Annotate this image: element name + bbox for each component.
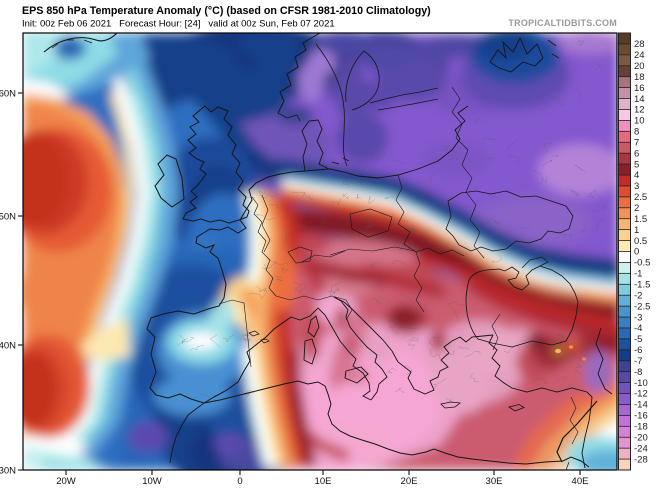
svg-text:-16: -16 <box>634 411 648 422</box>
svg-text:20W: 20W <box>56 476 76 487</box>
svg-text:Init: 00z Feb 06 2021 Foreca: Init: 00z Feb 06 2021 Forecast Hour: [24… <box>22 19 335 30</box>
svg-text:0: 0 <box>634 247 639 258</box>
svg-text:1.5: 1.5 <box>634 214 647 225</box>
svg-text:-20: -20 <box>634 432 648 443</box>
svg-text:20E: 20E <box>401 476 418 487</box>
svg-text:10W: 10W <box>142 476 162 487</box>
svg-text:12: 12 <box>634 105 645 116</box>
svg-text:60N: 60N <box>0 89 16 100</box>
svg-text:-4: -4 <box>634 323 642 334</box>
svg-text:-0.5: -0.5 <box>634 258 650 269</box>
svg-text:7: 7 <box>634 137 639 148</box>
svg-text:-7: -7 <box>634 356 642 367</box>
svg-text:-28: -28 <box>634 454 648 465</box>
svg-text:0: 0 <box>237 476 242 487</box>
svg-text:10: 10 <box>634 116 645 127</box>
svg-text:-10: -10 <box>634 378 648 389</box>
svg-text:40E: 40E <box>572 476 589 487</box>
svg-text:16: 16 <box>634 83 645 94</box>
svg-text:-8: -8 <box>634 367 642 378</box>
svg-text:-3: -3 <box>634 312 642 323</box>
svg-text:2: 2 <box>634 203 639 214</box>
svg-text:-1: -1 <box>634 269 642 280</box>
svg-text:10E: 10E <box>315 476 332 487</box>
svg-text:0.5: 0.5 <box>634 236 647 247</box>
svg-text:50N: 50N <box>0 212 16 223</box>
svg-text:14: 14 <box>634 94 645 105</box>
svg-text:20: 20 <box>634 61 645 72</box>
svg-text:-18: -18 <box>634 422 648 433</box>
svg-text:-24: -24 <box>634 443 648 454</box>
svg-text:-5: -5 <box>634 334 642 345</box>
svg-text:TROPICALTIDBITS.COM: TROPICALTIDBITS.COM <box>508 18 617 28</box>
svg-text:2.5: 2.5 <box>634 192 647 203</box>
svg-text:-6: -6 <box>634 345 642 356</box>
svg-text:-2: -2 <box>634 290 642 301</box>
svg-text:EPS 850 hPa Temperature Anomal: EPS 850 hPa Temperature Anomaly (°C) (ba… <box>22 5 431 17</box>
svg-text:-14: -14 <box>634 400 648 411</box>
svg-text:-12: -12 <box>634 389 648 400</box>
svg-text:30E: 30E <box>486 476 503 487</box>
svg-text:8: 8 <box>634 127 639 138</box>
svg-text:5: 5 <box>634 159 639 170</box>
svg-text:40N: 40N <box>0 341 16 352</box>
svg-text:-2.5: -2.5 <box>634 301 650 312</box>
svg-text:6: 6 <box>634 148 639 159</box>
svg-text:1: 1 <box>634 225 639 236</box>
svg-text:28: 28 <box>634 39 645 50</box>
svg-text:18: 18 <box>634 72 645 83</box>
svg-text:30N: 30N <box>0 466 16 477</box>
svg-text:4: 4 <box>634 170 639 181</box>
svg-text:-1.5: -1.5 <box>634 279 650 290</box>
svg-text:24: 24 <box>634 50 645 61</box>
svg-text:3: 3 <box>634 181 639 192</box>
